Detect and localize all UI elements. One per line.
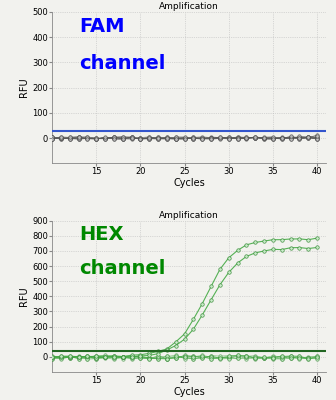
Text: FAM: FAM [79,16,125,36]
X-axis label: Cycles: Cycles [173,386,205,396]
Title: Amplification: Amplification [159,211,219,220]
Text: channel: channel [79,54,166,73]
Text: HEX: HEX [79,225,124,244]
X-axis label: Cycles: Cycles [173,178,205,188]
Y-axis label: RFU: RFU [19,78,29,98]
Y-axis label: RFU: RFU [19,286,29,306]
Title: Amplification: Amplification [159,2,219,11]
Text: channel: channel [79,258,166,278]
